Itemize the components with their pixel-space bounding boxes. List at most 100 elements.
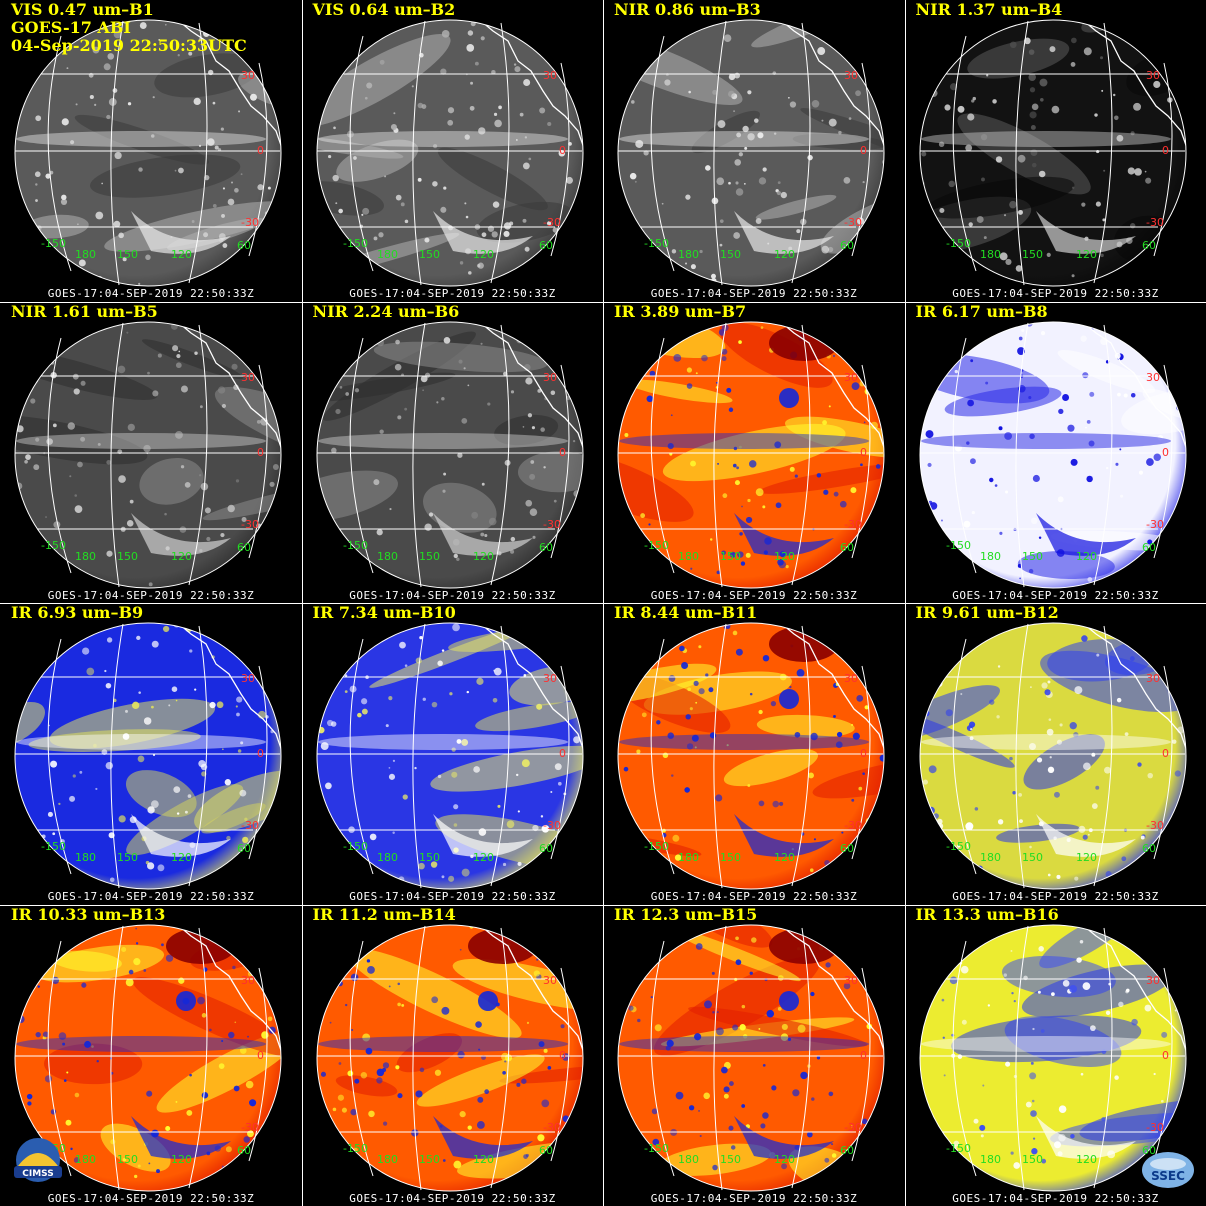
timestamp-label: GOES-17:04-SEP-2019 22:50:33Z [650,287,858,300]
latitude-label: 30 [844,371,858,384]
longitude-label: 120 [774,851,795,864]
timestamp-label: GOES-17:04-SEP-2019 22:50:33Z [349,588,556,602]
timestamp-label: GOES-17:04-SEP-2019 22:50:33Z [47,890,255,903]
longitude-label: 150 [1022,248,1043,261]
band-panel: 30 0 -30 -150 180 150 120 60 IR 11.2 um–B14 GOES-… [302,905,603,1206]
timestamp-label: GOES-17:04-SEP-2019 22:50:33Z [349,287,556,300]
latitude-label: 30 [241,371,255,384]
longitude-label: -150 [343,840,368,853]
band-title: IR 3.89 um–B7 [614,302,747,321]
longitude-label: 180 [75,851,96,864]
band-panel: 30 0 -30 -150 180 150 120 60 IR 13.3 um–B16 GOES-… [905,905,1206,1206]
longitude-label: 150 [419,851,440,864]
latitude-label: -30 [1146,1121,1164,1134]
band-panel: 30 0 -30 -150 180 150 120 60 IR 12.3 um–B15 GOES-… [604,905,904,1206]
latitude-label: -30 [1146,819,1164,832]
longitude-label: 60 [539,239,553,252]
band-title: IR 6.93 um–B9 [11,604,144,622]
latitude-label: 30 [844,672,858,685]
longitude-label: 180 [980,248,1001,261]
latitude-label: -30 [844,819,862,832]
longitude-label: 180 [377,851,398,864]
latitude-label: -30 [844,518,862,531]
timestamp-label: GOES-17:04-SEP-2019 22:50:33Z [952,588,1159,602]
longitude-label: 60 [840,842,854,855]
band-title: IR 10.33 um–B13 [11,905,166,924]
band-panel: 30 0 -30 -150 180 150 120 60 IR 7.34 um–B10 GOES-… [302,604,603,904]
longitude-label: 120 [1076,248,1097,261]
longitude-label: 180 [980,1153,1001,1166]
longitude-label: -150 [644,237,669,250]
latitude-label: -30 [543,216,561,229]
latitude-label: -30 [241,216,259,229]
cimss-logo-text: CIMSS [22,1169,53,1179]
longitude-label: 120 [171,851,192,864]
timestamp-label: GOES-17:04-SEP-2019 22:50:33Z [47,287,255,300]
latitude-label: 30 [543,672,557,685]
panel-divider [905,0,906,1206]
band-panel: 30 0 -30 -150 180 150 120 60 IR 3.89 um–B7 GOES-1… [604,302,904,603]
band-panel: 30 0 -30 -150 180 150 120 60 IR 6.17 um–B8 GOES-1… [905,302,1206,603]
longitude-label: 180 [75,550,96,563]
band-title: NIR 1.37 um–B4 [915,1,1063,19]
longitude-label: 180 [75,248,96,261]
longitude-label: 150 [720,1153,741,1166]
longitude-label: 180 [678,248,699,261]
latitude-label: 0 [559,747,566,760]
longitude-label: 60 [840,541,854,554]
longitude-label: 150 [1022,1153,1043,1166]
latitude-label: 0 [1162,144,1169,157]
panel-divider [0,603,1206,604]
longitude-label: 150 [720,248,741,261]
longitude-label: -150 [644,1142,669,1155]
band-title: IR 8.44 um–B11 [614,604,758,622]
longitude-label: 60 [840,239,854,252]
longitude-label: -150 [41,539,66,552]
cimss-logo: CIMSS [10,1136,66,1184]
band-panel: 30 0 -30 -150 180 150 120 60 NIR 1.37 um–B4 GOES-… [905,1,1206,301]
timestamp-label: GOES-17:04-SEP-2019 22:50:33Z [650,1191,858,1205]
ssec-logo-text: SSEC [1151,1169,1185,1183]
longitude-label: -150 [343,1142,368,1155]
latitude-label: 0 [1162,1049,1169,1062]
latitude-label: 0 [860,144,867,157]
longitude-label: 120 [171,248,192,261]
longitude-label: 60 [539,842,553,855]
longitude-label: 120 [774,550,795,563]
longitude-label: 60 [237,1144,251,1157]
band-title: VIS 0.47 um–B1 [11,1,154,19]
latitude-label: -30 [844,1121,862,1134]
band-title: IR 9.61 um–B12 [915,604,1059,622]
latitude-label: 0 [257,1049,264,1062]
longitude-label: 180 [678,851,699,864]
latitude-label: -30 [1146,518,1164,531]
longitude-label: 180 [377,248,398,261]
longitude-label: -150 [41,237,66,250]
longitude-label: 60 [840,1144,854,1157]
timestamp-label: GOES-17:04-SEP-2019 22:50:33Z [650,890,858,903]
latitude-label: 0 [1162,446,1169,459]
latitude-label: 30 [241,69,255,82]
longitude-label: 120 [473,851,494,864]
longitude-label: -150 [343,237,368,250]
latitude-label: -30 [543,1121,561,1134]
latitude-label: 0 [1162,747,1169,760]
latitude-label: 30 [1146,974,1160,987]
longitude-label: 120 [171,550,192,563]
longitude-label: 180 [980,550,1001,563]
latitude-label: 0 [559,1049,566,1062]
longitude-label: 180 [980,851,1001,864]
latitude-label: -30 [543,518,561,531]
band-panel: 30 0 -30 -150 180 150 120 60 IR 8.44 um–B11 GOES-… [604,604,904,904]
longitude-label: -150 [343,539,368,552]
latitude-label: 0 [860,1049,867,1062]
